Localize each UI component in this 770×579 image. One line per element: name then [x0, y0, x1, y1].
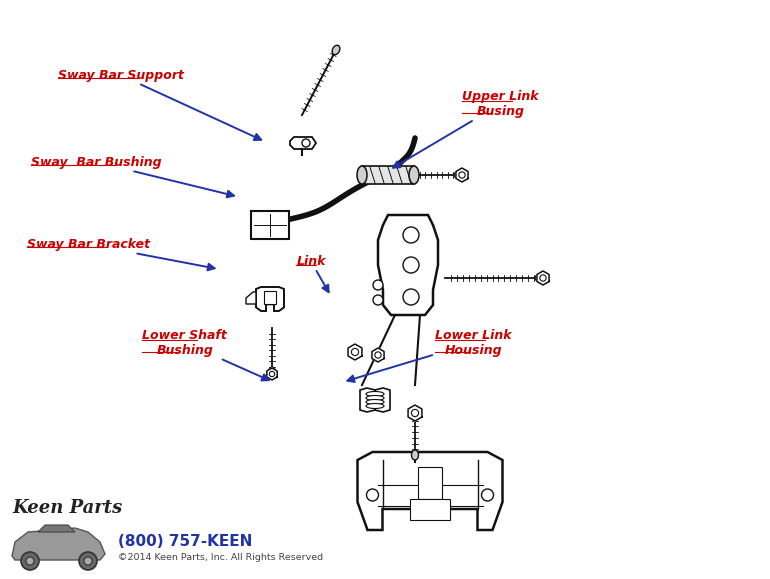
Polygon shape [348, 344, 362, 360]
Ellipse shape [366, 391, 384, 397]
Ellipse shape [409, 166, 419, 184]
Circle shape [26, 557, 34, 565]
Bar [362, 166, 414, 184]
Polygon shape [375, 388, 390, 412]
Circle shape [373, 280, 383, 290]
Polygon shape [266, 368, 277, 380]
Circle shape [84, 557, 92, 565]
Circle shape [351, 349, 359, 356]
Polygon shape [38, 525, 75, 532]
Ellipse shape [366, 395, 384, 401]
Polygon shape [290, 137, 316, 149]
Bar [410, 499, 450, 519]
Polygon shape [360, 388, 375, 412]
Circle shape [403, 227, 419, 243]
Circle shape [79, 552, 97, 570]
Text: Sway  Bar Bushing: Sway Bar Bushing [31, 156, 234, 197]
Ellipse shape [411, 450, 419, 460]
Polygon shape [12, 528, 105, 560]
Text: Keen Parts: Keen Parts [12, 499, 122, 517]
Polygon shape [357, 452, 503, 530]
Ellipse shape [454, 171, 464, 178]
Ellipse shape [332, 45, 340, 55]
Polygon shape [372, 348, 384, 362]
Text: ©2014 Keen Parts, Inc. All Rights Reserved: ©2014 Keen Parts, Inc. All Rights Reserv… [118, 554, 323, 563]
Text: Link: Link [296, 255, 329, 292]
Polygon shape [246, 292, 256, 304]
Polygon shape [456, 168, 468, 182]
Circle shape [403, 257, 419, 273]
Ellipse shape [357, 166, 367, 184]
Ellipse shape [366, 400, 384, 405]
Circle shape [373, 295, 383, 305]
Circle shape [302, 139, 310, 147]
Circle shape [270, 371, 275, 377]
Polygon shape [408, 405, 422, 421]
Ellipse shape [364, 390, 386, 410]
Ellipse shape [269, 367, 276, 377]
Circle shape [375, 352, 381, 358]
Circle shape [459, 172, 465, 178]
Polygon shape [256, 287, 284, 311]
Circle shape [481, 489, 494, 501]
Polygon shape [537, 271, 549, 285]
Bar [418, 467, 442, 499]
Text: Lower Link
Housing: Lower Link Housing [347, 329, 512, 382]
Circle shape [411, 409, 419, 417]
Circle shape [403, 289, 419, 305]
Circle shape [367, 489, 379, 501]
Text: Upper Link
Busing: Upper Link Busing [393, 90, 539, 168]
Circle shape [21, 552, 39, 570]
Text: Lower Shaft
Bushing: Lower Shaft Bushing [142, 329, 269, 380]
Text: (800) 757-KEEN: (800) 757-KEEN [118, 534, 253, 549]
Polygon shape [378, 215, 438, 315]
Text: Sway Bar Support: Sway Bar Support [58, 69, 261, 140]
Bar [251, 211, 289, 239]
Bar [264, 291, 276, 304]
Circle shape [540, 275, 546, 281]
Ellipse shape [535, 274, 545, 281]
Ellipse shape [366, 404, 384, 409]
Text: Sway Bar Bracket: Sway Bar Bracket [27, 238, 215, 270]
